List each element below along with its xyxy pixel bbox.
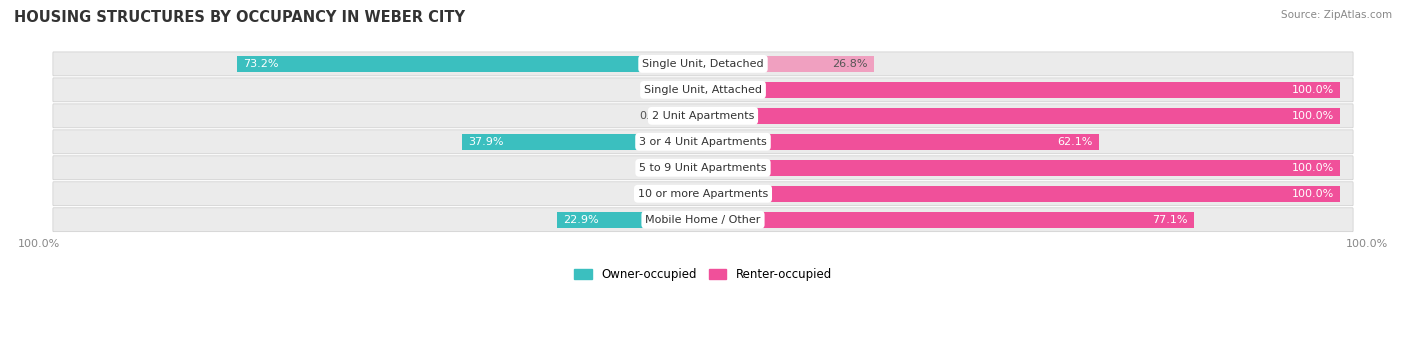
- Text: Mobile Home / Other: Mobile Home / Other: [645, 215, 761, 225]
- FancyBboxPatch shape: [53, 78, 1353, 102]
- Bar: [703, 56, 873, 72]
- Bar: [461, 134, 703, 150]
- Text: 100.0%: 100.0%: [1346, 239, 1388, 249]
- FancyBboxPatch shape: [53, 182, 1353, 206]
- Text: 100.0%: 100.0%: [18, 239, 60, 249]
- Legend: Owner-occupied, Renter-occupied: Owner-occupied, Renter-occupied: [569, 263, 837, 286]
- Bar: [671, 186, 703, 202]
- FancyBboxPatch shape: [53, 156, 1353, 180]
- Text: 3 or 4 Unit Apartments: 3 or 4 Unit Apartments: [640, 137, 766, 147]
- Text: 100.0%: 100.0%: [1292, 189, 1334, 199]
- FancyBboxPatch shape: [53, 52, 1353, 76]
- Text: 10 or more Apartments: 10 or more Apartments: [638, 189, 768, 199]
- Text: 0.0%: 0.0%: [640, 163, 668, 173]
- Text: 22.9%: 22.9%: [564, 215, 599, 225]
- FancyBboxPatch shape: [53, 130, 1353, 154]
- Text: Single Unit, Detached: Single Unit, Detached: [643, 59, 763, 69]
- Text: HOUSING STRUCTURES BY OCCUPANCY IN WEBER CITY: HOUSING STRUCTURES BY OCCUPANCY IN WEBER…: [14, 10, 465, 25]
- Bar: [557, 212, 703, 228]
- Text: 62.1%: 62.1%: [1057, 137, 1092, 147]
- Text: 5 to 9 Unit Apartments: 5 to 9 Unit Apartments: [640, 163, 766, 173]
- Text: 37.9%: 37.9%: [468, 137, 503, 147]
- Text: 73.2%: 73.2%: [243, 59, 278, 69]
- Bar: [671, 160, 703, 176]
- Bar: [671, 108, 703, 124]
- Text: 26.8%: 26.8%: [832, 59, 868, 69]
- Text: Source: ZipAtlas.com: Source: ZipAtlas.com: [1281, 10, 1392, 20]
- FancyBboxPatch shape: [53, 104, 1353, 128]
- Text: Single Unit, Attached: Single Unit, Attached: [644, 85, 762, 95]
- Bar: [703, 186, 1340, 202]
- Text: 0.0%: 0.0%: [640, 189, 668, 199]
- Text: 100.0%: 100.0%: [1292, 163, 1334, 173]
- Text: 100.0%: 100.0%: [1292, 85, 1334, 95]
- Bar: [703, 212, 1194, 228]
- Text: 0.0%: 0.0%: [640, 111, 668, 121]
- Text: 2 Unit Apartments: 2 Unit Apartments: [652, 111, 754, 121]
- Text: 77.1%: 77.1%: [1153, 215, 1188, 225]
- Bar: [703, 82, 1340, 98]
- Text: 100.0%: 100.0%: [1292, 111, 1334, 121]
- Bar: [703, 160, 1340, 176]
- FancyBboxPatch shape: [53, 208, 1353, 232]
- Bar: [703, 108, 1340, 124]
- Bar: [236, 56, 703, 72]
- Bar: [671, 82, 703, 98]
- Bar: [703, 134, 1098, 150]
- Text: 0.0%: 0.0%: [640, 85, 668, 95]
